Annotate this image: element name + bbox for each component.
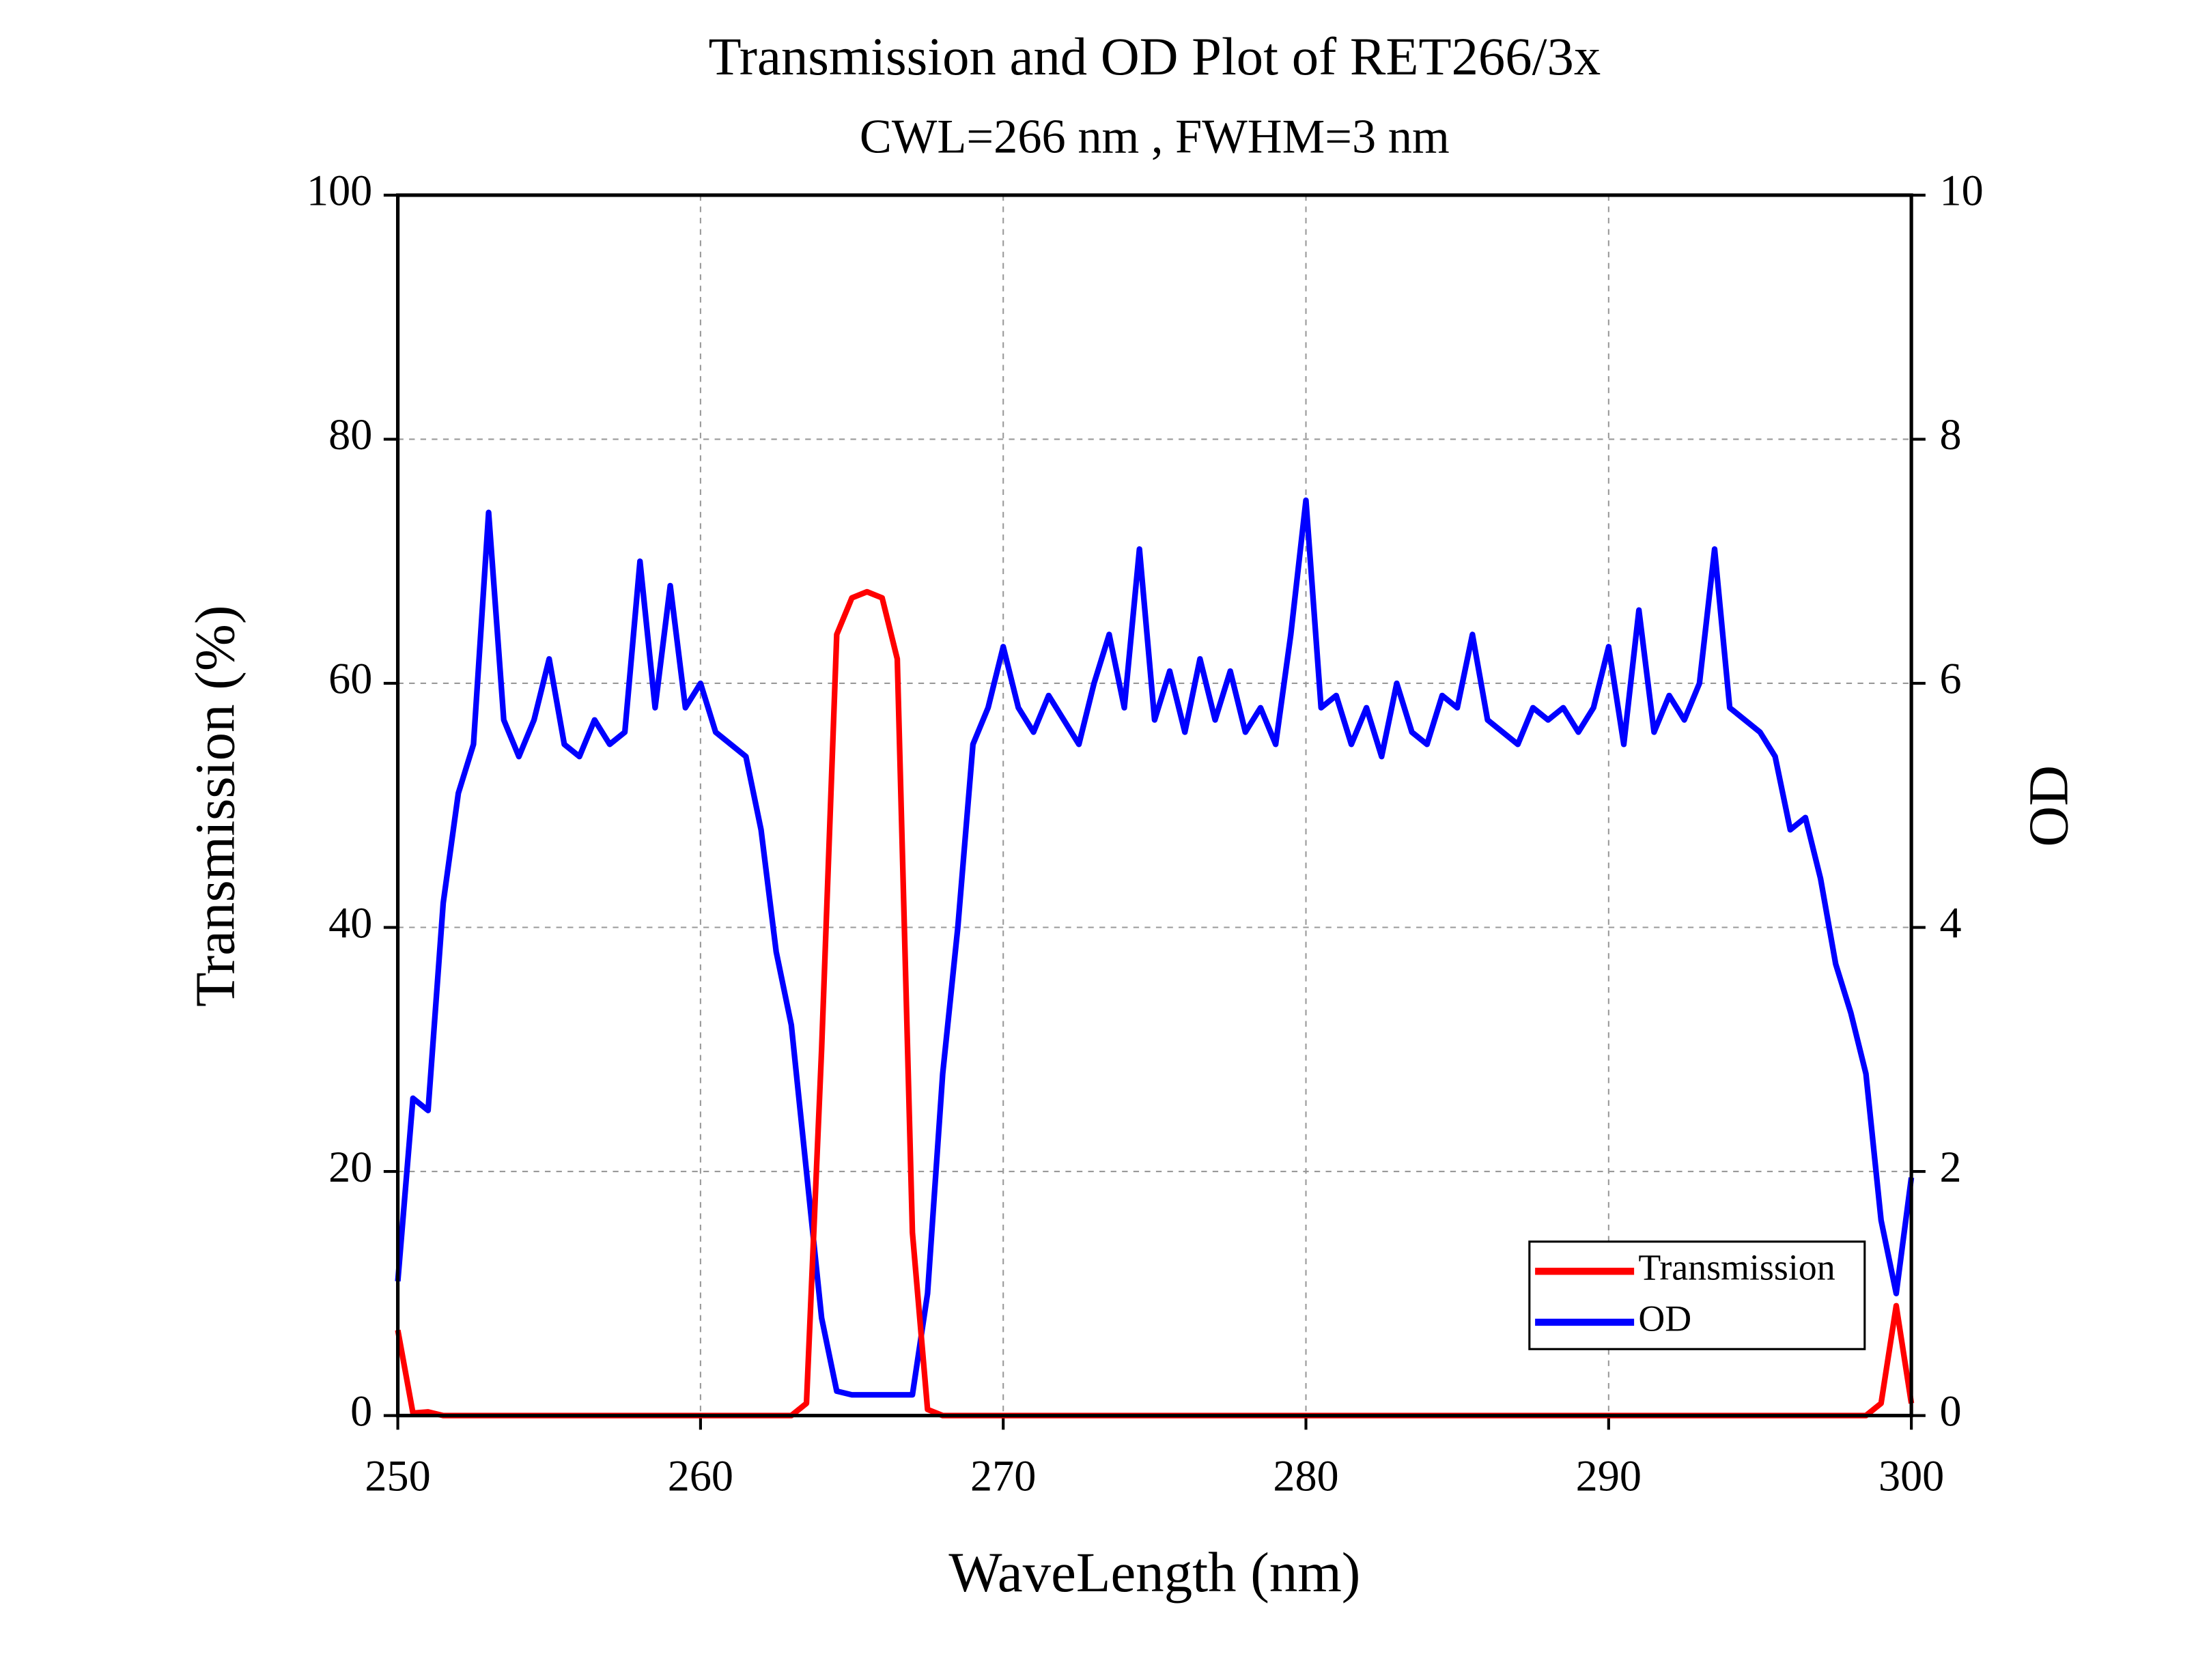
y-tick-label: 0 xyxy=(350,1386,372,1435)
y2-tick-label: 8 xyxy=(1940,410,1962,459)
y-tick-label: 40 xyxy=(328,898,372,947)
y-tick-label: 80 xyxy=(328,410,372,459)
y2-tick-label: 6 xyxy=(1940,655,1962,703)
y-tick-label: 100 xyxy=(307,167,372,215)
chart-title: Transmission and OD Plot of RET266/3x xyxy=(709,27,1601,87)
y-tick-label: 60 xyxy=(328,655,372,703)
y2-tick-label: 4 xyxy=(1940,898,1962,947)
y-tick-label: 20 xyxy=(328,1143,372,1191)
legend-label: Transmission xyxy=(1638,1247,1835,1288)
plot-frame xyxy=(395,193,1913,1418)
x-tick-label: 280 xyxy=(1273,1452,1338,1500)
y2-tick-label: 0 xyxy=(1940,1386,1962,1435)
y2-tick-label: 10 xyxy=(1940,167,1984,215)
chart-subtitle: CWL=266 nm , FWHM=3 nm xyxy=(860,110,1450,163)
x-tick-label: 260 xyxy=(668,1452,733,1500)
x-tick-label: 290 xyxy=(1576,1452,1642,1500)
x-tick-label: 300 xyxy=(1878,1452,1944,1500)
legend-box xyxy=(1528,1240,1866,1350)
legend-label: OD xyxy=(1638,1298,1691,1339)
y-axis-label: Transmission (%) xyxy=(184,606,247,1008)
x-tick-label: 250 xyxy=(365,1452,430,1500)
x-tick-label: 270 xyxy=(970,1452,1036,1500)
y2-axis-label: OD xyxy=(2016,765,2079,847)
y2-tick-label: 2 xyxy=(1940,1143,1962,1191)
data-line xyxy=(395,497,1915,1398)
x-axis-label: WaveLength (nm) xyxy=(948,1541,1360,1604)
